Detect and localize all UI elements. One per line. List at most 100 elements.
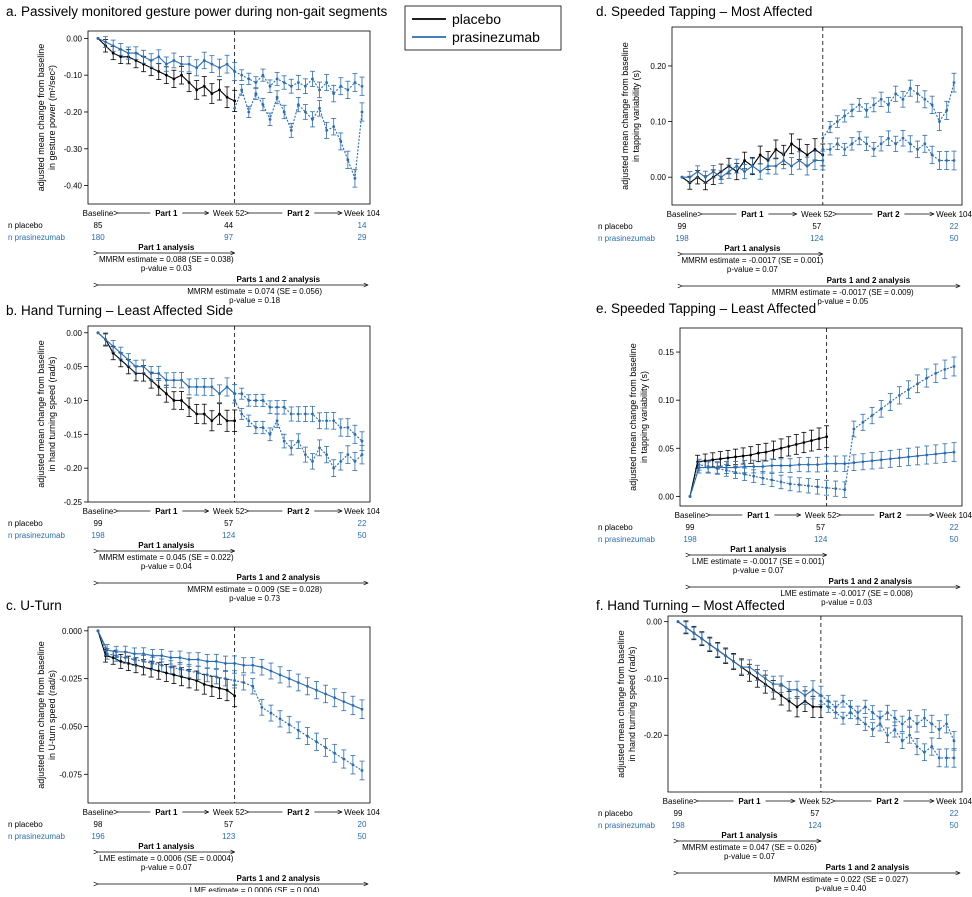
panel-title: d. Speeded Tapping – Most Affected: [596, 4, 812, 19]
y-axis-label-line1: adjusted mean change from baseline: [628, 343, 638, 491]
data-point: [119, 48, 123, 51]
data-point: [360, 453, 364, 457]
data-point: [339, 140, 343, 143]
data-point: [835, 120, 839, 123]
x-label-baseline: Baseline: [663, 797, 694, 806]
data-point: [346, 88, 350, 92]
data-point: [756, 451, 760, 455]
y-tick-label: -0.025: [59, 675, 82, 684]
data-point: [930, 153, 934, 157]
data-point: [333, 751, 337, 755]
data-point: [104, 40, 107, 44]
data-point: [794, 443, 798, 446]
data-point: [242, 663, 246, 667]
data-point: [305, 734, 309, 738]
data-point: [151, 654, 155, 658]
data-point: [916, 382, 919, 386]
n-prasinezumab-value: 124: [808, 821, 822, 830]
y-tick-label: 0.00: [650, 173, 666, 182]
data-point: [172, 59, 176, 62]
x-label-week104: Week 104: [344, 209, 380, 218]
x-label-week104: Week 104: [344, 507, 380, 516]
data-point: [119, 660, 123, 663]
data-point: [763, 677, 767, 680]
series-prasinezumab-arm-2-: [96, 629, 365, 781]
data-point: [761, 476, 765, 480]
data-point: [324, 746, 327, 749]
data-point: [287, 677, 291, 681]
data-point: [325, 81, 329, 84]
data-point: [952, 450, 956, 454]
data-point: [218, 686, 221, 690]
data-point: [114, 654, 118, 658]
data-point: [360, 769, 364, 772]
data-point: [247, 110, 251, 114]
data-point: [700, 637, 704, 641]
data-point: [825, 435, 829, 439]
data-point: [843, 147, 847, 151]
data-point: [123, 656, 127, 660]
series-line: [97, 630, 363, 771]
y-axis-label: adjusted mean change from baselinein tap…: [628, 343, 649, 491]
data-point: [303, 84, 307, 88]
data-point: [325, 453, 329, 457]
data-point: [826, 705, 830, 709]
x-label-week52: Week 52: [805, 511, 837, 520]
part1-analysis-estimate: LME estimate = 0.0006 (SE = 0.0004): [99, 854, 234, 863]
part1-analysis-title: Part 1 analysis: [138, 541, 195, 550]
n-placebo-value: 44: [224, 221, 233, 230]
n-placebo-value: 99: [94, 519, 103, 528]
data-point: [834, 487, 838, 491]
n-placebo-value: 99: [678, 222, 687, 231]
data-point: [202, 59, 206, 62]
y-tick-label: -0.075: [59, 770, 82, 779]
n-prasinezumab-label: n prasinezumab: [598, 535, 655, 544]
data-point: [289, 128, 293, 132]
data-point: [886, 711, 889, 714]
part1-analysis-pvalue: p-value = 0.03: [141, 264, 192, 273]
part1-analysis-title: Part 1 analysis: [724, 244, 781, 253]
data-point: [787, 444, 791, 448]
part1-analysis-estimate: MMRM estimate = 0.047 (SE = 0.026): [682, 843, 817, 852]
data-point: [247, 419, 251, 423]
data-point: [172, 77, 176, 81]
legend-placebo-label: placebo: [452, 11, 501, 27]
y-tick-label: 0.00: [646, 618, 662, 627]
data-point: [797, 159, 801, 162]
data-point: [202, 412, 206, 416]
n-placebo-value: 99: [674, 809, 683, 818]
data-point: [787, 688, 791, 692]
series-prasinezumab: [676, 620, 824, 706]
y-tick-label: -0.40: [64, 182, 83, 191]
data-point: [111, 44, 115, 48]
data-point: [126, 358, 130, 362]
data-point: [841, 716, 845, 720]
y-axis-label-line2: in hand turning speed (rad/s): [627, 646, 637, 761]
data-point: [96, 331, 100, 335]
series-prasinezumab: [680, 150, 826, 185]
series-placebo: [676, 620, 824, 719]
data-point: [937, 728, 941, 731]
data-point: [169, 665, 173, 669]
data-point: [178, 667, 182, 671]
data-point: [254, 399, 258, 402]
data-point: [210, 684, 214, 688]
data-point: [900, 739, 904, 743]
data-point: [218, 392, 221, 396]
n-placebo-value: 57: [816, 523, 825, 532]
data-point: [696, 170, 700, 174]
n-prasinezumab-value: 196: [91, 832, 105, 841]
panel-b: b. Hand Turning – Least Affected Side 0.0…: [6, 303, 380, 603]
series-line: [689, 451, 955, 497]
data-point: [872, 103, 876, 107]
n-prasinezumab-value: 123: [222, 832, 236, 841]
y-tick-label: -0.20: [644, 731, 663, 740]
parts12-analysis-pvalue: p-value = 0.03: [821, 598, 872, 607]
data-point: [247, 77, 251, 81]
data-point: [901, 136, 905, 140]
data-point: [897, 456, 901, 460]
data-point: [164, 378, 168, 382]
data-point: [680, 175, 684, 179]
legend-box: [404, 5, 562, 51]
data-point: [870, 414, 874, 417]
